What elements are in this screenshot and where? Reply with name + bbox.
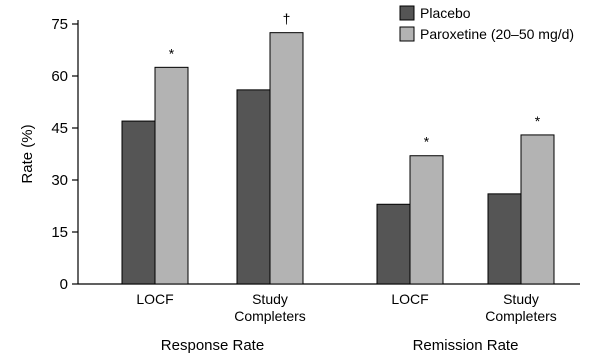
y-tick-label: 75: [51, 16, 68, 33]
bar-paroxetine: [409, 155, 444, 285]
bar-placebo: [487, 193, 522, 285]
legend-swatch: [399, 26, 415, 42]
y-tick-label: 0: [60, 276, 68, 293]
bar-paroxetine: [269, 32, 304, 285]
x-category-label: Completers: [485, 308, 557, 324]
x-group-label: Remission Rate: [413, 337, 519, 354]
significance-mark: *: [535, 113, 541, 129]
significance-mark: *: [424, 134, 430, 150]
legend-swatch: [399, 5, 415, 21]
x-category-label: Completers: [234, 308, 306, 324]
significance-mark: †: [283, 11, 291, 27]
bar-placebo: [376, 203, 411, 285]
y-tick-label: 15: [51, 224, 68, 241]
legend-label: Paroxetine (20–50 mg/d): [420, 26, 574, 42]
significance-mark: *: [169, 45, 175, 61]
y-tick-label: 45: [51, 120, 68, 137]
bar-placebo: [121, 120, 156, 285]
legend: Placebo Paroxetine (20–50 mg/d): [399, 5, 574, 42]
x-category-label: LOCF: [391, 291, 428, 307]
y-tick-label: 60: [51, 68, 68, 85]
bar-paroxetine: [154, 66, 189, 285]
legend-label: Placebo: [420, 5, 471, 21]
x-category-label: Study: [252, 291, 288, 307]
bars: * † * *: [121, 11, 555, 285]
bar-placebo: [236, 89, 271, 285]
y-axis-title: Rate (%): [19, 124, 36, 183]
x-category-label: Study: [503, 291, 539, 307]
x-category-label: LOCF: [136, 291, 173, 307]
x-group-label: Response Rate: [161, 337, 264, 354]
y-tick-label: 30: [51, 172, 68, 189]
bar-paroxetine: [520, 134, 555, 285]
